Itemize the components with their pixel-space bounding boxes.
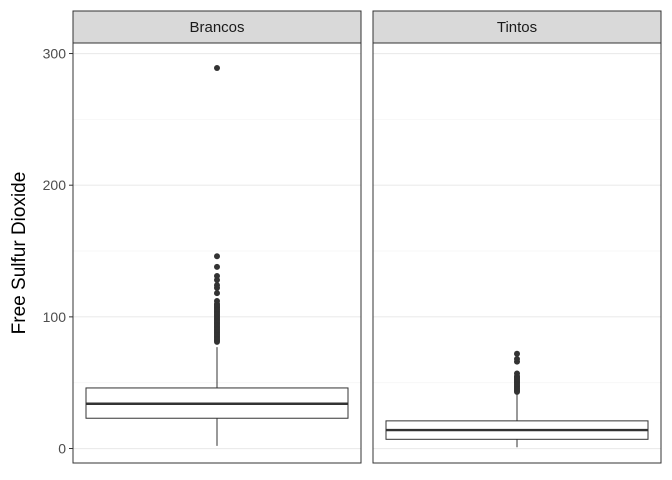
facet-strip	[72, 10, 362, 44]
y-tick-label: 0	[58, 441, 66, 457]
outlier-point	[514, 355, 520, 362]
outlier-point	[214, 253, 220, 260]
y-tick-label: 200	[43, 177, 67, 193]
facet-panels: Brancos Tintos	[72, 10, 662, 464]
outlier-point	[214, 273, 220, 280]
facet-strip	[372, 10, 662, 44]
facet-panel: Brancos	[72, 10, 362, 464]
y-tick-label: 100	[43, 309, 67, 325]
outlier-point	[214, 298, 220, 305]
outlier-point	[514, 370, 520, 377]
facet-strip-label: Brancos	[189, 19, 244, 36]
outlier-point	[514, 350, 520, 357]
outlier-point	[214, 290, 220, 297]
y-axis-title: Free Sulfur Dioxide	[9, 172, 30, 335]
outlier-point	[214, 282, 220, 289]
facet-strip-label: Tintos	[497, 19, 537, 36]
facet-panel: Tintos	[372, 10, 662, 464]
y-tick-label: 300	[43, 46, 67, 62]
outlier-point	[214, 65, 220, 72]
y-axis: 0 100 200 300	[43, 46, 73, 457]
outlier-point	[214, 263, 220, 270]
